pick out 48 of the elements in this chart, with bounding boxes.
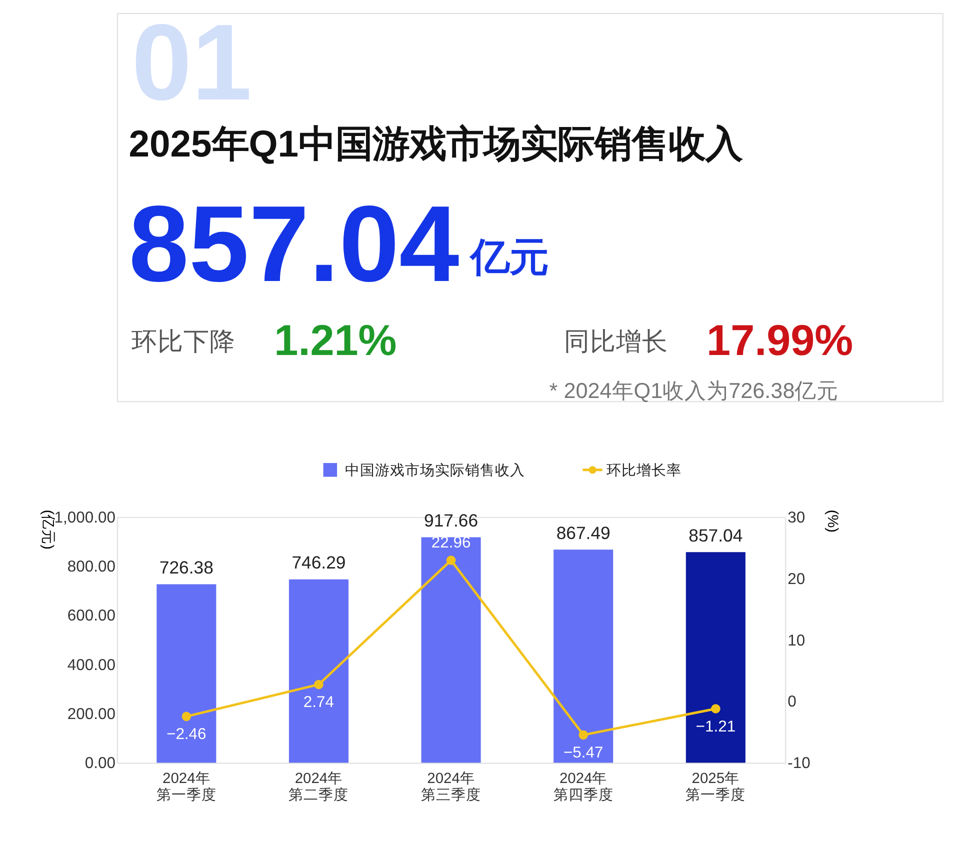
- point: [182, 712, 192, 722]
- y-tick-label: 0.00: [84, 755, 116, 772]
- bar: [156, 584, 216, 763]
- text: 同比增长: [564, 328, 668, 356]
- y-tick-label: 1,000.00: [54, 509, 116, 526]
- legend-label: 环比增长率: [606, 462, 682, 479]
- x-tick-label: 2024年第一季度: [156, 770, 216, 804]
- data-label: −1.21: [696, 718, 736, 736]
- y-tick-label: 200.00: [67, 706, 116, 723]
- data-label: 726.38: [159, 557, 214, 578]
- text: 亿元: [468, 235, 549, 280]
- data-label: 867.49: [556, 522, 610, 543]
- y2-tick-label: 20: [788, 570, 806, 588]
- text: 17.99%: [706, 316, 854, 365]
- y2-tick-label: -10: [788, 755, 811, 772]
- legend-label: 中国游戏市场实际销售收入: [344, 462, 525, 479]
- text: * 2024年Q1收入为726.38亿元: [549, 378, 839, 404]
- data-label: 22.96: [431, 534, 471, 552]
- y-tick-label: 400.00: [67, 656, 116, 674]
- point: [711, 704, 720, 714]
- point: [578, 730, 588, 740]
- x-tick-label: 2024年第二季度: [288, 770, 349, 804]
- y-tick-label: 600.00: [67, 608, 116, 625]
- bar: [288, 579, 348, 763]
- y2-tick-label: 0: [788, 694, 797, 711]
- data-label: −2.46: [166, 726, 207, 744]
- x-tick-label: 2024年第四季度: [553, 770, 614, 804]
- bar: [686, 552, 746, 763]
- text: 857.04: [128, 183, 460, 304]
- chart-title: 2025年Q1中国游戏市场实际销售收入: [128, 122, 744, 164]
- bar: [554, 550, 614, 763]
- bar: [421, 537, 481, 763]
- data-label: 2.74: [303, 694, 334, 712]
- text: 环比下降: [132, 328, 236, 356]
- text: 1.21%: [274, 316, 397, 365]
- data-label: −5.47: [563, 744, 604, 762]
- point: [446, 556, 456, 565]
- y-axis-title: (亿元): [40, 510, 56, 550]
- y2-axis-title: (%): [824, 510, 840, 533]
- data-label: 857.04: [688, 525, 743, 546]
- point: [314, 680, 324, 690]
- y2-tick-label: 30: [788, 509, 806, 526]
- x-tick-label: 2025年第一季度: [686, 770, 746, 804]
- data-label: 746.29: [292, 552, 346, 573]
- data-label: 917.66: [424, 510, 478, 530]
- y2-tick-label: 10: [788, 632, 806, 650]
- x-tick-label: 2024年第三季度: [421, 770, 482, 804]
- y-tick-label: 800.00: [67, 558, 116, 576]
